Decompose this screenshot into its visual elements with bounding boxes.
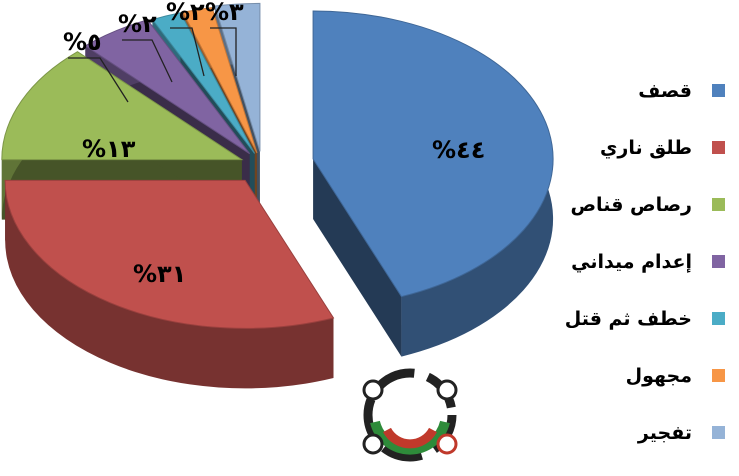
leader-line [210, 27, 237, 76]
percent-label: %٤٤ [432, 136, 485, 164]
legend-swatch [712, 141, 725, 154]
pie-slices [1, 2, 554, 389]
percent-label: %٢ [166, 0, 205, 26]
pie-slice-top [312, 10, 554, 298]
legend-label: مجهول [625, 364, 692, 387]
legend-label: خطف ثم قتل [564, 307, 692, 330]
legend-item-kidnap-killing: خطف ثم قتل [540, 290, 725, 347]
legend-label: طلق ناري [599, 136, 692, 159]
legend-item-explosion: تفجير [540, 404, 725, 461]
percent-label: %١٣ [82, 135, 136, 163]
leader-line [170, 27, 205, 77]
percent-label: %٣١ [133, 260, 186, 288]
pie-slice-top [214, 2, 261, 152]
leader-line [68, 57, 129, 103]
percent-label: %٣ [205, 0, 244, 26]
legend-label: إعدام ميداني [571, 250, 692, 273]
legend-swatch [712, 198, 725, 211]
legend-swatch [712, 312, 725, 325]
organization-logo [362, 368, 458, 462]
pie-slice-wall [313, 158, 402, 357]
legend: قصف طلق ناري رصاص قناص إعدام ميداني خطف … [540, 62, 725, 461]
pie-slice-top [84, 19, 251, 155]
pie-slice-top [4, 179, 335, 329]
legend-item-bombardment: قصف [540, 62, 725, 119]
pie-slice-top [1, 51, 244, 161]
legend-item-sniper: رصاص قناص [540, 176, 725, 233]
pie-slice [4, 179, 335, 389]
legend-item-field-execution: إعدام ميداني [540, 233, 725, 290]
legend-swatch [712, 255, 725, 268]
legend-label: قصف [638, 79, 692, 102]
pie-slice-rim [5, 180, 334, 389]
pie-slice-top [182, 7, 258, 154]
legend-label: تفجير [637, 421, 692, 444]
percent-labels: %٤٤%٣١%١٣%٥%٢ %٢ %٣ [63, 0, 485, 288]
percent-label: %٢ [118, 10, 157, 38]
pie-slice [312, 10, 554, 357]
legend-item-unknown: مجهول [540, 347, 725, 404]
legend-item-gunfire: طلق ناري [540, 119, 725, 176]
leader-lines [68, 27, 237, 103]
pie-slice-top [151, 12, 256, 154]
leader-line [122, 39, 173, 83]
percent-label: %٥ [63, 28, 102, 56]
legend-swatch [712, 426, 725, 439]
legend-swatch [712, 369, 725, 382]
legend-label: رصاص قناص [570, 193, 693, 216]
legend-swatch [712, 84, 725, 97]
